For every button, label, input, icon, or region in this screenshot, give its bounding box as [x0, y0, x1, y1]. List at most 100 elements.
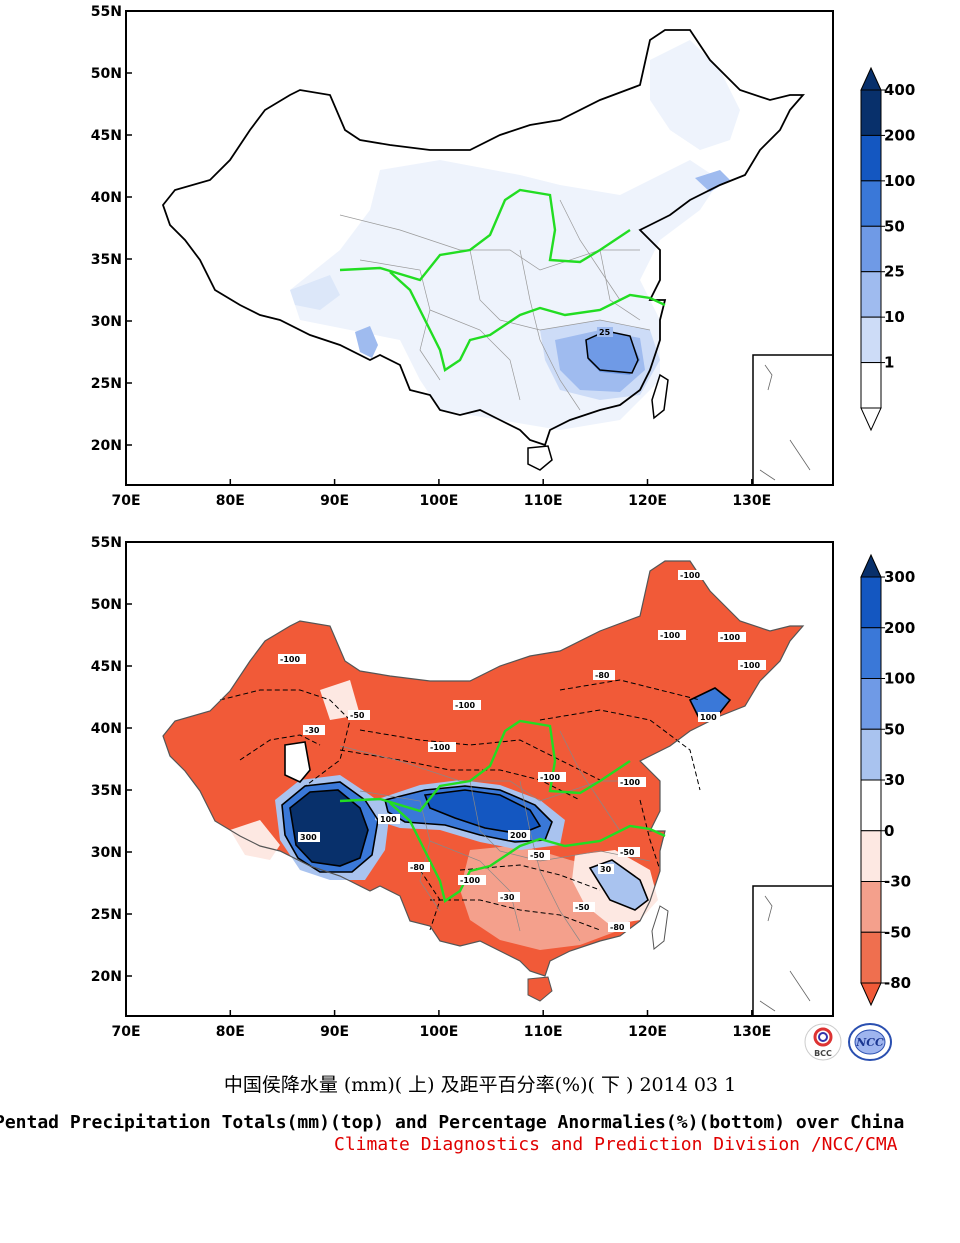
colorbar-bin — [860, 362, 882, 409]
contour-label: -100 — [460, 876, 480, 885]
colorbar-bin — [860, 728, 882, 781]
colorbar-label: 100 — [884, 172, 915, 190]
contour-label: -100 — [455, 701, 475, 710]
south-china-sea-inset — [752, 354, 833, 485]
lat-tick-label: 25N — [91, 907, 122, 923]
country-border — [162, 560, 805, 977]
contour-label-bg — [658, 630, 686, 640]
colorbar-label: 25 — [884, 263, 905, 281]
contour-label-bg — [608, 922, 630, 932]
colorbar-label: -30 — [884, 873, 911, 891]
contour-label: 300 — [300, 833, 317, 842]
colorbar-bin — [860, 89, 882, 136]
south-china-sea-inset — [752, 885, 833, 1016]
lat-tick-label: 20N — [91, 969, 122, 985]
lat-tick-label: 20N — [91, 438, 122, 454]
colorbar-label: 1 — [884, 354, 894, 372]
caption-chinese: 中国侯降水量 (mm)( 上) 及距平百分率(%)( 下 ) 2014 03 1 — [223, 1074, 737, 1096]
lat-tick-label: 50N — [91, 66, 122, 82]
lon-tick-label: 70E — [111, 493, 140, 509]
contour-label-bg — [538, 772, 566, 782]
contour-label-bg — [598, 864, 614, 874]
lat-tick-label: 25N — [91, 376, 122, 392]
country-border — [161, 29, 805, 447]
contour-label: -100 — [660, 631, 680, 640]
taiwan-island — [651, 905, 669, 950]
map-frame — [125, 541, 834, 1017]
contour-label: -50 — [530, 851, 545, 860]
colorbar-cap-top — [860, 66, 882, 91]
lat-tick-label: 50N — [91, 597, 122, 613]
colorbar-bin — [860, 576, 882, 629]
lon-tick-label: 110E — [524, 1024, 563, 1040]
lat-tick-label: 45N — [91, 128, 122, 144]
lon-tick-label: 120E — [628, 493, 667, 509]
lon-tick-label: 130E — [732, 1024, 771, 1040]
contour-label: -30 — [305, 726, 320, 735]
lat-tick-label: 35N — [91, 783, 122, 799]
colorbar-label: 200 — [884, 619, 915, 637]
contour-label-bg — [378, 814, 400, 824]
inset-coastline — [759, 364, 811, 481]
contour-label-bg — [298, 832, 320, 842]
colorbar-label: -50 — [884, 923, 911, 941]
caption-organization: Climate Diagnostics and Prediction Divis… — [334, 1134, 898, 1155]
anomaly-shade-tibet-deep — [290, 790, 368, 866]
bcc-logo: BCC — [804, 1023, 842, 1061]
contour-label: 25 — [599, 328, 611, 337]
colorbar-label: 30 — [884, 771, 905, 789]
lat-tick-label: 35N — [91, 252, 122, 268]
contour-label-bg — [498, 892, 520, 902]
lat-tick-label: 40N — [91, 721, 122, 737]
contour-label-bg — [618, 777, 646, 787]
axis-ticks: 55N 50N 45N 40N 35N 30N 25N 20N 70E 80E 90E 100E 110… — [91, 4, 771, 509]
lon-tick-label: 90E — [320, 1024, 349, 1040]
lon-tick-label: 130E — [732, 493, 771, 509]
colorbar-label: 300 — [884, 568, 915, 586]
precip-shade-w — [290, 275, 340, 310]
colorbar-bin — [860, 271, 882, 318]
svg-text:NCC: NCC — [855, 1036, 884, 1049]
yangtze-river — [389, 271, 666, 372]
hainan-island — [527, 445, 553, 471]
contour-label: 30 — [600, 865, 612, 874]
lon-tick-label: 90E — [320, 493, 349, 509]
contour-label-bg — [458, 875, 486, 885]
colorbar-bin — [860, 931, 882, 984]
colorbar-bin — [860, 830, 882, 882]
colorbar-bin — [860, 779, 882, 832]
lat-tick-label: 30N — [91, 845, 122, 861]
caption-english: Pentad Precipitation Totals(mm)(top) and… — [0, 1112, 905, 1133]
contour-label-bg — [348, 710, 370, 720]
hainan-island — [527, 976, 553, 1002]
colorbar-label: 10 — [884, 308, 905, 326]
precip-shade-sw — [355, 326, 378, 358]
lat-tick-label: 55N — [91, 535, 122, 551]
yangtze-river — [389, 802, 666, 903]
lon-tick-label: 120E — [628, 1024, 667, 1040]
taiwan-island — [651, 373, 669, 420]
precip-shade-ne — [695, 170, 730, 192]
lon-tick-label: 80E — [216, 1024, 245, 1040]
contour-label-bg — [573, 902, 595, 912]
lat-tick-label: 40N — [91, 190, 122, 206]
anomaly-shade-white-nw — [285, 742, 310, 782]
contour-label-bg — [678, 570, 706, 580]
axis-ticks: 55N 50N 45N 40N 35N 30N 25N 20N 70E 80E 90E 100E 110… — [91, 535, 771, 1040]
contour-label-bg — [508, 830, 530, 840]
contour-label-bg — [698, 712, 720, 722]
contour-label: 100 — [380, 815, 397, 824]
colorbar-label: 400 — [884, 81, 915, 99]
contour-label-bg — [303, 725, 325, 735]
colorbar-bin — [860, 627, 882, 679]
colorbar-cap-bottom — [860, 982, 882, 1007]
contour-label: -50 — [575, 903, 590, 912]
lon-tick-label: 110E — [524, 493, 563, 509]
lon-tick-label: 100E — [420, 493, 459, 509]
contour-label-bg — [593, 670, 615, 680]
colorbar-label: -80 — [884, 974, 911, 992]
contour-label: -100 — [680, 571, 700, 580]
lat-tick-label: 45N — [91, 659, 122, 675]
